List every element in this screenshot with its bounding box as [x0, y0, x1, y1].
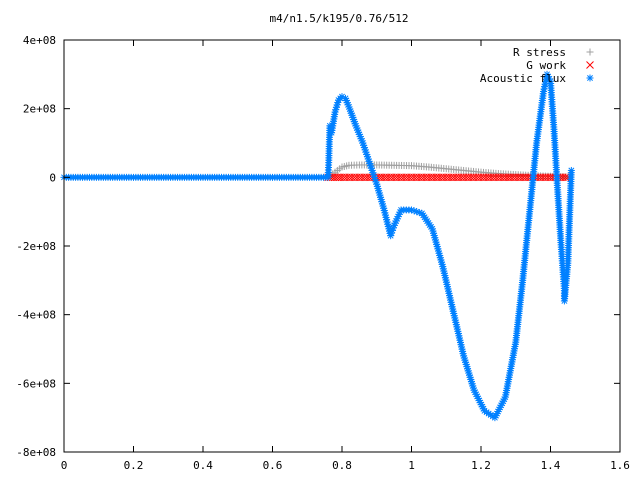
- x-tick-label: 0.6: [263, 459, 283, 472]
- series-layer: [60, 70, 575, 422]
- y-tick-label: 0: [49, 171, 56, 184]
- legend-label: R stress: [513, 46, 566, 59]
- legend-marker: [586, 48, 594, 56]
- y-tick-label: 4e+08: [23, 34, 56, 47]
- x-tick-label: 1.4: [541, 459, 561, 472]
- legend-label: G work: [526, 59, 566, 72]
- x-tick-label: 1: [408, 459, 415, 472]
- legend-marker: [586, 61, 594, 69]
- y-tick-label: 2e+08: [23, 103, 56, 116]
- data-point: [410, 207, 418, 215]
- data-point: [567, 166, 575, 174]
- plot-frame: [63, 39, 621, 453]
- x-tick-label: 1.2: [471, 459, 491, 472]
- legend-marker: [586, 74, 594, 82]
- legend-label: Acoustic flux: [480, 72, 566, 85]
- x-tick-label: 0: [61, 459, 68, 472]
- y-tick-label: -8e+08: [16, 446, 56, 459]
- chart-title: m4/n1.5/k195/0.76/512: [269, 12, 408, 25]
- y-tick-label: -6e+08: [16, 377, 56, 390]
- series-acoustic-flux: [60, 70, 575, 422]
- x-tick-label: 0.8: [332, 459, 352, 472]
- x-tick-label: 0.2: [124, 459, 144, 472]
- x-tick-label: 1.6: [610, 459, 630, 472]
- y-tick-label: -4e+08: [16, 309, 56, 322]
- x-tick-label: 0.4: [193, 459, 213, 472]
- y-tick-label: -2e+08: [16, 240, 56, 253]
- axes-layer: 0 0.2 0.4 0.6 0.8 1 1.2 1.4 1.6 4e+08 2e+08 0 -2e+08…: [16, 34, 630, 472]
